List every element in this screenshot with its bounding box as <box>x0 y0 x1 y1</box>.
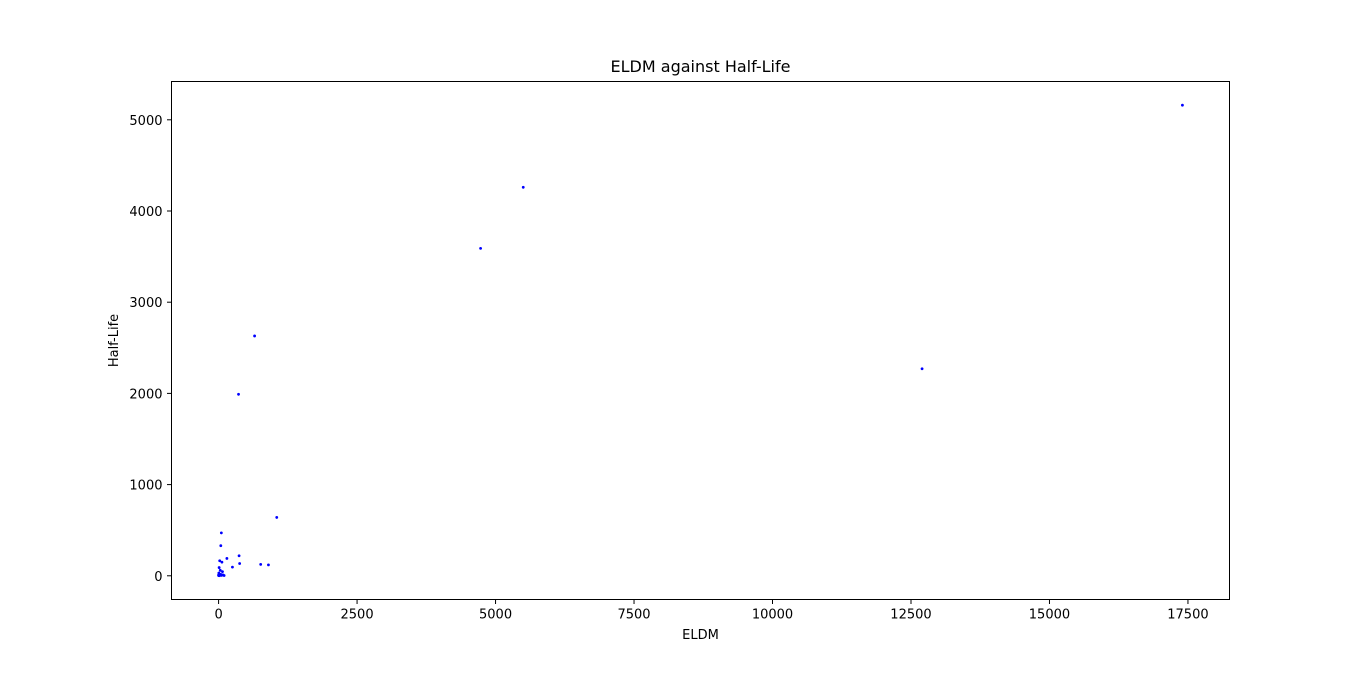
x-tick-label: 17500 <box>1167 608 1208 623</box>
x-tick-label: 15000 <box>1029 608 1070 623</box>
scatter-point <box>220 560 224 564</box>
x-tick-label: 12500 <box>890 608 931 623</box>
scatter-point <box>920 367 924 371</box>
y-tick-label: 2000 <box>129 387 162 402</box>
x-tick-label: 5000 <box>479 608 512 623</box>
x-axis-label: ELDM <box>682 628 719 643</box>
scatter-point <box>237 392 240 396</box>
scatter-point <box>217 566 221 569</box>
scatter-point <box>479 246 482 250</box>
scatter-point <box>222 574 226 577</box>
x-tick-label: 7500 <box>617 608 650 623</box>
scatter-point <box>1181 103 1184 107</box>
scatter-point <box>259 562 263 566</box>
y-tick-label: 1000 <box>129 479 162 494</box>
scatter-point <box>267 563 270 567</box>
x-tick-label: 2500 <box>341 608 374 623</box>
scatter-point <box>217 574 221 578</box>
y-axis-label: Half-Life <box>107 314 122 367</box>
y-tick-label: 4000 <box>129 205 162 220</box>
scatter-point <box>237 554 241 558</box>
scatter-point <box>220 574 224 577</box>
scatter-point <box>253 334 256 338</box>
y-tick-label: 5000 <box>129 114 162 129</box>
scatter-point <box>231 565 234 569</box>
axis-ticks: 0 2500 5000 7500 10000 12500 15000 17500 0 1000 20… <box>129 114 1208 623</box>
scatter-point <box>521 185 525 189</box>
y-tick-label: 3000 <box>129 296 162 311</box>
chart-title: ELDM against Half-Life <box>611 57 791 76</box>
scatter-point <box>218 568 222 572</box>
x-tick-label: 0 <box>214 608 222 623</box>
scatter-point <box>219 531 223 535</box>
x-tick-label: 10000 <box>752 608 793 623</box>
data-points <box>217 103 1184 578</box>
scatter-point <box>219 544 223 548</box>
scatter-point <box>218 559 222 563</box>
plot-area-frame <box>171 81 1230 600</box>
scatter-point <box>225 557 229 560</box>
y-tick-label: 0 <box>154 570 162 585</box>
scatter-point <box>221 570 224 574</box>
scatter-point <box>238 562 242 565</box>
scatter-point <box>275 516 279 519</box>
